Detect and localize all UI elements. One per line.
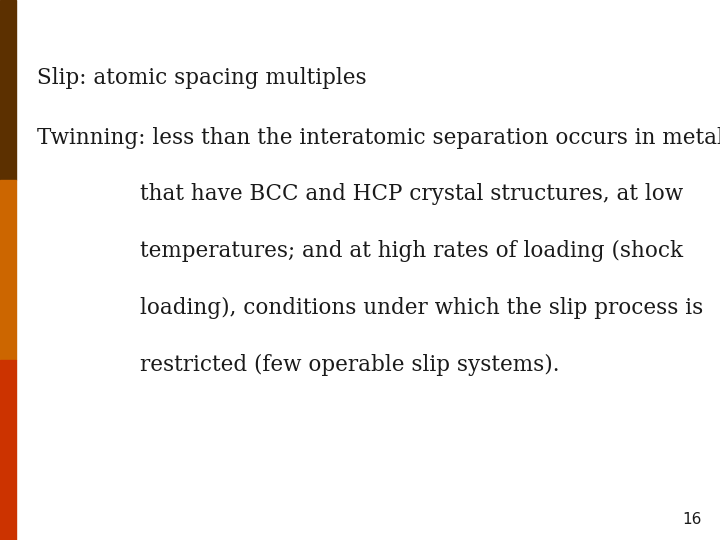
Text: Twinning: less than the interatomic separation occurs in metals: Twinning: less than the interatomic sepa…: [37, 127, 720, 148]
Text: Slip: atomic spacing multiples: Slip: atomic spacing multiples: [37, 68, 367, 89]
Bar: [0, 0, 16, 180]
Text: 16: 16: [683, 511, 702, 526]
Text: that have BCC and HCP crystal structures, at low: that have BCC and HCP crystal structures…: [140, 184, 683, 205]
Text: temperatures; and at high rates of loading (shock: temperatures; and at high rates of loadi…: [140, 240, 683, 262]
Text: loading), conditions under which the slip process is: loading), conditions under which the sli…: [140, 297, 703, 319]
Bar: [0, 180, 16, 360]
Text: restricted (few operable slip systems).: restricted (few operable slip systems).: [140, 354, 560, 375]
Bar: [0, 360, 16, 540]
